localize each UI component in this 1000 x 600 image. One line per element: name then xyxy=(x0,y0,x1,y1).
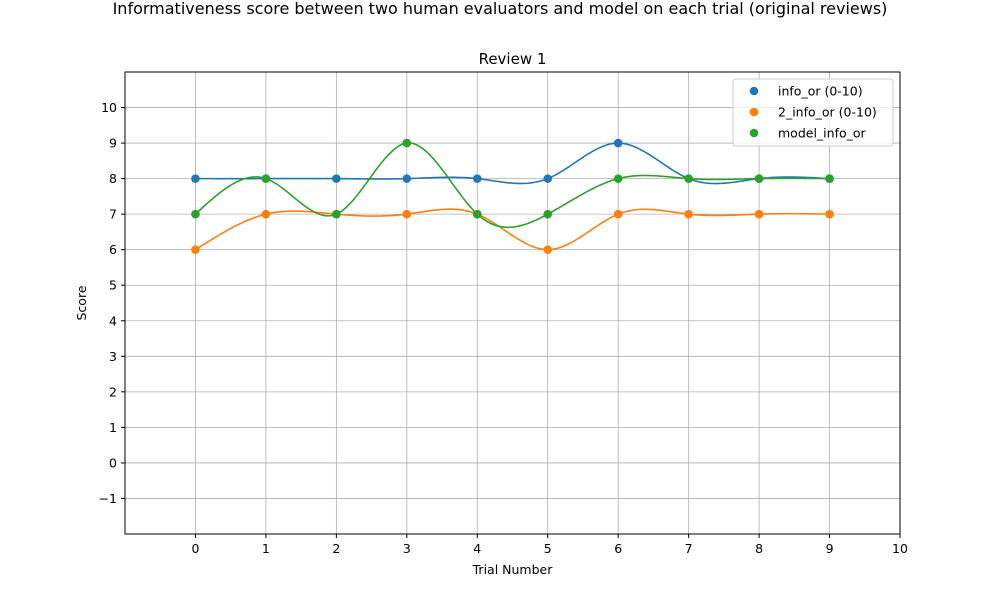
series-line-2 xyxy=(194,142,830,229)
series-line-1 xyxy=(195,208,830,251)
x-axis-ticks: 0 1 2 3 4 5 6 7 8 9 10 xyxy=(191,534,908,556)
y-tick-label: 1 xyxy=(109,420,117,435)
legend-marker xyxy=(749,128,759,138)
legend-label: 2_info_or (0-10) xyxy=(778,105,877,120)
x-tick-label: 4 xyxy=(473,541,481,556)
data-point xyxy=(191,174,200,183)
data-point xyxy=(613,209,623,219)
data-point xyxy=(684,174,693,183)
x-axis-label: Trial Number xyxy=(472,562,554,577)
data-point xyxy=(754,174,764,183)
data-point xyxy=(613,138,623,148)
legend-label: model_info_or xyxy=(778,126,867,141)
x-tick-label: 10 xyxy=(892,541,908,556)
data-point xyxy=(332,209,341,219)
data-point xyxy=(402,138,412,148)
x-tick-label: 8 xyxy=(755,541,763,556)
legend-frame xyxy=(732,78,894,147)
y-axis-ticks: −1 0 1 2 3 4 5 6 7 8 9 10 xyxy=(99,100,125,506)
plot-area-frame xyxy=(124,71,901,535)
y-tick-label: 9 xyxy=(109,136,117,151)
y-tick-label: 5 xyxy=(109,278,117,293)
x-tick-label: 9 xyxy=(826,541,834,556)
data-point xyxy=(191,245,200,254)
data-point xyxy=(543,209,553,219)
data-point xyxy=(825,209,834,219)
y-axis-label: Score xyxy=(74,285,89,320)
y-tick-label: 3 xyxy=(109,349,117,364)
data-point xyxy=(191,209,200,219)
data-point xyxy=(684,209,693,219)
data-point xyxy=(472,209,482,219)
data-point xyxy=(261,209,271,219)
legend-label: info_or (0-10) xyxy=(778,84,863,99)
data-point xyxy=(402,209,412,219)
x-tick-label: 6 xyxy=(614,541,622,556)
data-point xyxy=(332,174,341,183)
x-tick-label: 5 xyxy=(544,541,552,556)
legend-marker xyxy=(749,86,759,96)
x-tick-label: 7 xyxy=(685,541,693,556)
data-point xyxy=(613,174,623,183)
y-tick-label: 4 xyxy=(109,313,117,328)
x-tick-label: 2 xyxy=(332,541,340,556)
data-point xyxy=(543,174,553,183)
data-point xyxy=(402,174,412,183)
data-point xyxy=(543,245,553,254)
legend-marker xyxy=(749,107,759,117)
x-tick-label: 0 xyxy=(191,541,199,556)
data-point xyxy=(472,174,482,183)
y-tick-label: 7 xyxy=(109,207,117,222)
y-tick-label: 6 xyxy=(109,242,117,257)
series-line-0 xyxy=(195,142,830,185)
y-tick-label: 2 xyxy=(109,384,117,399)
chart-title: Review 1 xyxy=(479,50,547,68)
data-point xyxy=(825,174,834,183)
x-tick-label: 1 xyxy=(262,541,270,556)
legend: info_or (0-10) 2_info_or (0-10) model_info… xyxy=(732,78,894,147)
y-tick-label: 0 xyxy=(109,455,117,470)
series-layer xyxy=(191,138,834,254)
y-tick-label: 10 xyxy=(101,100,117,115)
y-tick-label: 8 xyxy=(109,171,117,186)
x-tick-label: 3 xyxy=(403,541,411,556)
chart-suptitle: Informativeness score between two human … xyxy=(113,0,888,18)
y-tick-label: −1 xyxy=(99,491,117,506)
data-point xyxy=(261,174,271,183)
data-point xyxy=(754,209,764,219)
